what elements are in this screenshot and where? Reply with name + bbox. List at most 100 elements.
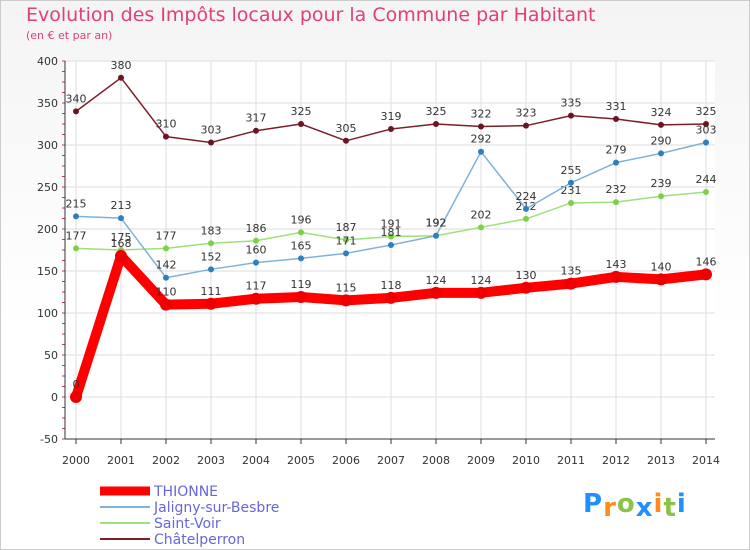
data-point-chatelperron xyxy=(613,115,619,122)
data-label-chatelperron: 340 xyxy=(66,92,87,105)
data-point-chatelperron xyxy=(478,123,484,130)
data-label-thionne: 124 xyxy=(471,274,492,287)
data-point-saint-voir xyxy=(568,199,574,206)
x-tick-label: 2006 xyxy=(332,454,360,467)
y-tick-label: 50 xyxy=(44,349,58,362)
data-label-saint-voir: 202 xyxy=(471,208,492,221)
x-tick-label: 2007 xyxy=(377,454,405,467)
logo-letter: o xyxy=(616,489,636,519)
data-label-chatelperron: 335 xyxy=(561,97,582,110)
data-point-saint-voir xyxy=(253,237,259,244)
data-label-jaligny-sur-besbre: 160 xyxy=(246,244,267,257)
data-label-jaligny-sur-besbre: 224 xyxy=(516,190,537,203)
y-tick-label: 250 xyxy=(37,181,58,194)
logo-letter: i xyxy=(676,489,687,519)
x-tick-label: 2005 xyxy=(287,454,315,467)
data-point-thionne xyxy=(385,291,397,304)
data-point-saint-voir xyxy=(73,245,79,252)
y-tick-label: 350 xyxy=(37,97,58,110)
chart-title: Evolution des Impôts locaux pour la Comm… xyxy=(26,4,596,26)
data-point-chatelperron xyxy=(163,133,169,140)
data-point-thionne xyxy=(430,286,442,299)
data-point-jaligny-sur-besbre xyxy=(388,241,394,248)
data-label-thionne: 119 xyxy=(291,278,312,291)
data-point-chatelperron xyxy=(433,121,439,127)
logo-letter: P xyxy=(583,489,604,519)
data-label-jaligny-sur-besbre: 213 xyxy=(111,199,132,212)
data-point-thionne xyxy=(610,270,622,283)
data-label-thionne: 146 xyxy=(696,255,717,268)
data-label-thionne: 118 xyxy=(381,279,402,292)
data-point-chatelperron xyxy=(388,126,394,133)
data-label-chatelperron: 317 xyxy=(246,112,267,125)
data-label-jaligny-sur-besbre: 279 xyxy=(606,144,627,157)
data-label-chatelperron: 331 xyxy=(606,100,627,113)
logo-letter: r xyxy=(603,493,617,523)
x-tick-label: 2011 xyxy=(557,454,585,467)
data-point-thionne xyxy=(340,294,352,307)
y-tick-label: 400 xyxy=(37,55,58,68)
x-tick-label: 2012 xyxy=(602,454,630,467)
data-label-jaligny-sur-besbre: 290 xyxy=(651,134,672,147)
data-point-jaligny-sur-besbre xyxy=(703,139,709,146)
data-point-jaligny-sur-besbre xyxy=(298,255,304,262)
data-label-thionne: 140 xyxy=(651,260,672,273)
data-point-jaligny-sur-besbre xyxy=(343,250,349,257)
data-label-thionne: 115 xyxy=(336,281,357,294)
y-tick-label: 100 xyxy=(37,307,58,320)
data-label-thionne: 0 xyxy=(73,378,80,391)
data-point-thionne xyxy=(475,286,487,299)
data-point-jaligny-sur-besbre xyxy=(208,266,214,273)
data-label-saint-voir: 183 xyxy=(201,224,222,237)
data-label-jaligny-sur-besbre: 165 xyxy=(291,239,312,252)
data-point-jaligny-sur-besbre xyxy=(523,205,529,212)
data-label-chatelperron: 325 xyxy=(696,105,717,118)
data-label-chatelperron: 303 xyxy=(201,123,222,136)
data-label-saint-voir: 239 xyxy=(651,177,672,190)
x-tick-label: 2009 xyxy=(467,454,495,467)
data-label-saint-voir: 244 xyxy=(696,173,717,186)
data-point-saint-voir xyxy=(388,233,394,240)
x-tick-label: 2014 xyxy=(692,454,720,467)
x-tick-label: 2001 xyxy=(107,454,135,467)
data-label-thionne: 124 xyxy=(426,274,447,287)
data-point-saint-voir xyxy=(523,215,529,222)
data-label-thionne: 130 xyxy=(516,269,537,282)
data-label-jaligny-sur-besbre: 181 xyxy=(381,226,402,239)
y-tick-label: 150 xyxy=(37,265,58,278)
data-label-thionne: 143 xyxy=(606,258,627,271)
data-point-saint-voir xyxy=(298,229,304,236)
data-label-jaligny-sur-besbre: 142 xyxy=(156,259,177,272)
data-label-jaligny-sur-besbre: 171 xyxy=(336,234,357,247)
data-point-jaligny-sur-besbre xyxy=(478,148,484,155)
y-tick-label: 300 xyxy=(37,139,58,152)
data-point-saint-voir xyxy=(163,245,169,252)
x-tick-label: 2010 xyxy=(512,454,540,467)
data-label-saint-voir: 196 xyxy=(291,213,312,226)
data-label-jaligny-sur-besbre: 215 xyxy=(66,197,87,210)
data-label-chatelperron: 310 xyxy=(156,118,177,131)
data-label-jaligny-sur-besbre: 255 xyxy=(561,164,582,177)
data-label-jaligny-sur-besbre: 292 xyxy=(471,133,492,146)
data-point-saint-voir xyxy=(703,189,709,196)
data-point-saint-voir xyxy=(343,236,349,243)
data-point-thionne xyxy=(700,268,712,281)
data-label-saint-voir: 187 xyxy=(336,221,357,234)
data-label-saint-voir: 231 xyxy=(561,184,582,197)
data-label-chatelperron: 325 xyxy=(426,105,447,118)
y-tick-label: 0 xyxy=(51,391,58,404)
x-tick-label: 2000 xyxy=(62,454,90,467)
data-label-chatelperron: 319 xyxy=(381,110,402,123)
data-label-thionne: 110 xyxy=(156,286,177,299)
legend-label-thionne: THIONNE xyxy=(153,484,218,500)
data-label-jaligny-sur-besbre: 303 xyxy=(696,123,717,136)
legend-label-saint-voir: Saint-Voir xyxy=(154,516,221,532)
data-label-saint-voir: 191 xyxy=(381,218,402,231)
data-label-saint-voir: 177 xyxy=(156,229,177,242)
data-label-jaligny-sur-besbre: 192 xyxy=(426,217,447,230)
data-point-chatelperron xyxy=(703,121,709,127)
data-label-jaligny-sur-besbre: 152 xyxy=(201,250,222,263)
data-point-chatelperron xyxy=(118,74,124,81)
x-tick-label: 2002 xyxy=(152,454,180,467)
data-point-jaligny-sur-besbre xyxy=(433,232,439,239)
